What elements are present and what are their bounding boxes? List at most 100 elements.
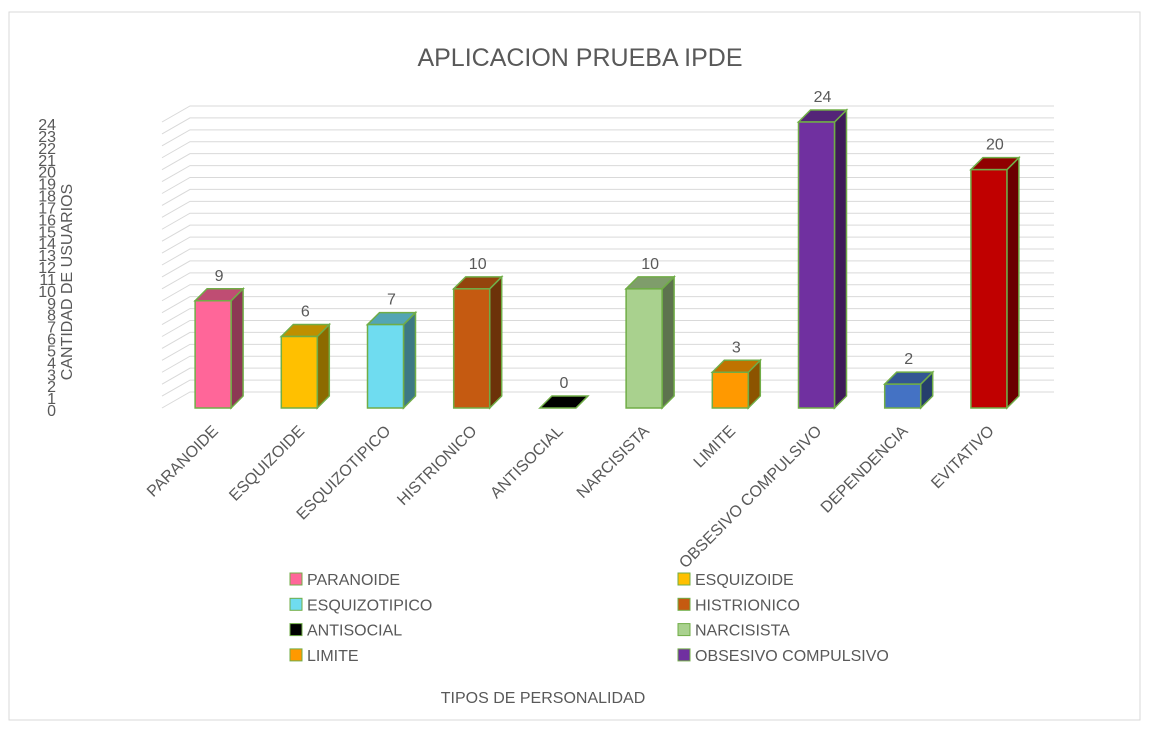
bar-side <box>488 275 503 410</box>
bar-front <box>711 371 750 409</box>
value-label: 2 <box>904 351 913 368</box>
bar <box>538 395 590 409</box>
bar-front <box>883 383 922 409</box>
grid-line <box>161 367 1054 385</box>
y-tick-label: 8 <box>47 308 56 325</box>
y-tick-label: 9 <box>47 296 56 313</box>
legend-label: ESQUIZOTIPICO <box>307 597 432 614</box>
grid-line <box>161 224 1054 242</box>
legend-label: ESQUIZOIDE <box>695 572 794 589</box>
grid-line <box>161 165 1054 183</box>
bar-side <box>230 286 244 410</box>
legend-swatch <box>677 572 691 586</box>
legend-swatch <box>677 623 691 637</box>
bar-front <box>366 323 405 409</box>
bar <box>279 322 332 410</box>
bar <box>882 370 935 410</box>
legend-label: NARCISISTA <box>695 623 790 640</box>
grid-line <box>161 308 1054 326</box>
y-tick-label: 11 <box>39 272 56 289</box>
y-tick-label: 20 <box>38 165 56 182</box>
bar <box>710 358 763 410</box>
value-label: 9 <box>215 268 224 285</box>
y-tick-label: 17 <box>38 200 56 217</box>
bar-front <box>194 300 232 409</box>
y-tick-label: 6 <box>47 332 56 349</box>
value-label: 0 <box>559 375 568 392</box>
grid-line <box>161 260 1054 278</box>
value-label: 20 <box>986 137 1004 154</box>
bar-front <box>970 168 1008 409</box>
grid-line <box>161 153 1054 171</box>
grid-line <box>161 331 1054 349</box>
legend-label: LIMITE <box>307 648 359 665</box>
y-axis-title: CANTIDAD DE USUARIOS <box>59 184 76 380</box>
grid-line <box>161 343 1054 361</box>
bar-side <box>661 275 675 410</box>
y-tick-label: 1 <box>47 391 56 408</box>
legend-swatch <box>677 597 691 611</box>
y-tick-label: 5 <box>47 343 56 360</box>
value-label: 24 <box>814 89 832 106</box>
grid-line <box>161 391 1054 409</box>
y-tick-label: 15 <box>38 224 56 241</box>
legend-label: ANTISOCIAL <box>307 623 402 640</box>
bar <box>193 286 245 410</box>
grid-line <box>161 212 1054 230</box>
y-tick-label: 22 <box>38 141 56 158</box>
y-tick-label: 4 <box>47 355 56 372</box>
bar-front <box>625 288 663 409</box>
legend-label: PARANOIDE <box>307 572 400 589</box>
value-label: 10 <box>469 256 487 273</box>
legend-label: HISTRIONICO <box>695 597 800 614</box>
y-tick-label: 0 <box>47 403 56 420</box>
value-label: 10 <box>641 256 659 273</box>
bar-side <box>1006 155 1020 410</box>
bar <box>796 108 849 410</box>
y-tick-label: 12 <box>38 260 56 277</box>
legend-swatch <box>289 597 303 611</box>
grid-line <box>161 284 1054 302</box>
value-label: 7 <box>387 292 396 309</box>
y-tick-label: 23 <box>38 129 56 146</box>
chart-title: APLICACION PRUEBA IPDE <box>417 44 742 72</box>
bar-front <box>797 121 836 409</box>
value-label: 6 <box>301 304 310 321</box>
grid-line <box>161 177 1054 194</box>
bar-front <box>280 335 319 409</box>
legend-swatch <box>289 572 303 586</box>
grid-line <box>161 296 1054 314</box>
grid-line <box>161 129 1054 147</box>
grid-line <box>161 272 1054 290</box>
x-axis-title: TIPOS DE PERSONALIDAD <box>441 690 646 707</box>
bar <box>365 310 418 410</box>
y-tick-label: 16 <box>38 212 56 229</box>
legend-label: OBSESIVO COMPULSIVO <box>695 648 889 665</box>
grid-line <box>161 141 1054 159</box>
y-tick-label: 24 <box>38 117 56 134</box>
y-tick-label: 18 <box>38 189 56 206</box>
grid-line <box>161 105 1054 123</box>
bar <box>451 275 504 410</box>
grid-line <box>161 248 1054 266</box>
y-tick-label: 19 <box>38 177 56 194</box>
y-tick-label: 2 <box>47 379 56 396</box>
y-tick-label: 3 <box>47 367 56 384</box>
grid-line <box>161 188 1054 206</box>
legend-swatch <box>677 648 691 662</box>
bar <box>624 275 676 410</box>
bar-side <box>833 108 848 410</box>
grid-line <box>161 200 1054 218</box>
grid-line <box>161 379 1054 397</box>
grid-line <box>161 236 1054 254</box>
bar-side <box>316 322 331 410</box>
grid-line <box>161 117 1054 135</box>
bar-side <box>402 310 417 410</box>
legend-swatch <box>289 648 303 662</box>
value-label: 3 <box>732 339 741 356</box>
legend-swatch <box>289 623 303 637</box>
y-tick-label: 14 <box>38 236 56 253</box>
bar-front <box>452 288 491 409</box>
grid-line <box>161 355 1054 373</box>
